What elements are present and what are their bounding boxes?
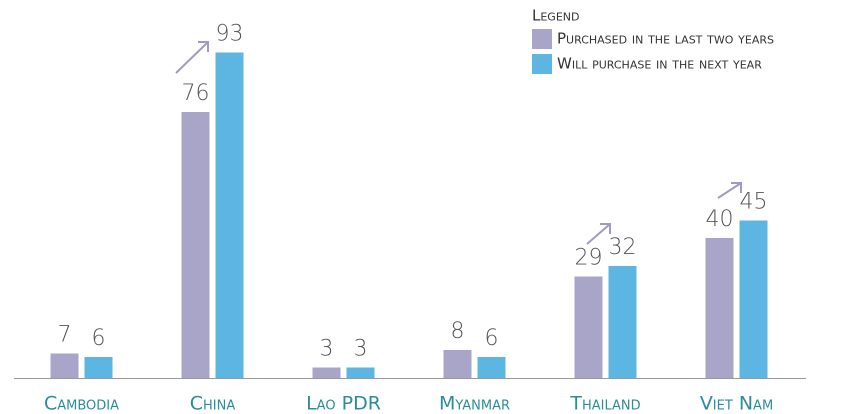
legend-swatch xyxy=(532,54,552,74)
x-tick-label: Cambodia xyxy=(44,393,119,414)
value-label: 3 xyxy=(320,337,334,362)
value-label: 8 xyxy=(451,319,465,344)
value-label: 76 xyxy=(182,81,210,106)
bar xyxy=(477,357,506,378)
value-label: 32 xyxy=(609,235,637,260)
bar xyxy=(705,238,734,378)
bar xyxy=(84,357,113,378)
arrows xyxy=(175,41,742,245)
value-label: 40 xyxy=(706,207,734,232)
legend-label: Will purchase in the next year xyxy=(557,55,762,73)
value-label: 93 xyxy=(216,22,244,47)
value-label: 3 xyxy=(354,337,368,362)
bar xyxy=(608,266,637,378)
x-tick-label: Viet Nam xyxy=(700,393,773,414)
value-label: 45 xyxy=(740,190,768,215)
bar xyxy=(50,353,79,378)
value-label: 7 xyxy=(58,323,72,348)
value-label: 6 xyxy=(92,326,106,351)
x-tick-label: Myanmar xyxy=(439,393,510,414)
legend-title: Legend xyxy=(532,7,579,25)
x-tick-label: Thailand xyxy=(569,393,640,414)
legend-swatch xyxy=(532,29,552,49)
value-label: 29 xyxy=(575,246,603,271)
arrow xyxy=(175,41,209,74)
bar xyxy=(346,367,375,378)
value-label: 6 xyxy=(485,326,499,351)
bar xyxy=(739,220,768,378)
x-tick-label: China xyxy=(190,393,236,414)
bar xyxy=(312,367,341,378)
bar xyxy=(443,350,472,378)
legend-label: Purchased in the last two years xyxy=(557,30,774,48)
bar xyxy=(181,112,210,378)
x-tick-label: Lao PDR xyxy=(306,393,381,414)
arrow xyxy=(717,182,742,199)
arrow xyxy=(586,223,611,245)
bar xyxy=(574,276,603,378)
bar xyxy=(215,52,244,378)
